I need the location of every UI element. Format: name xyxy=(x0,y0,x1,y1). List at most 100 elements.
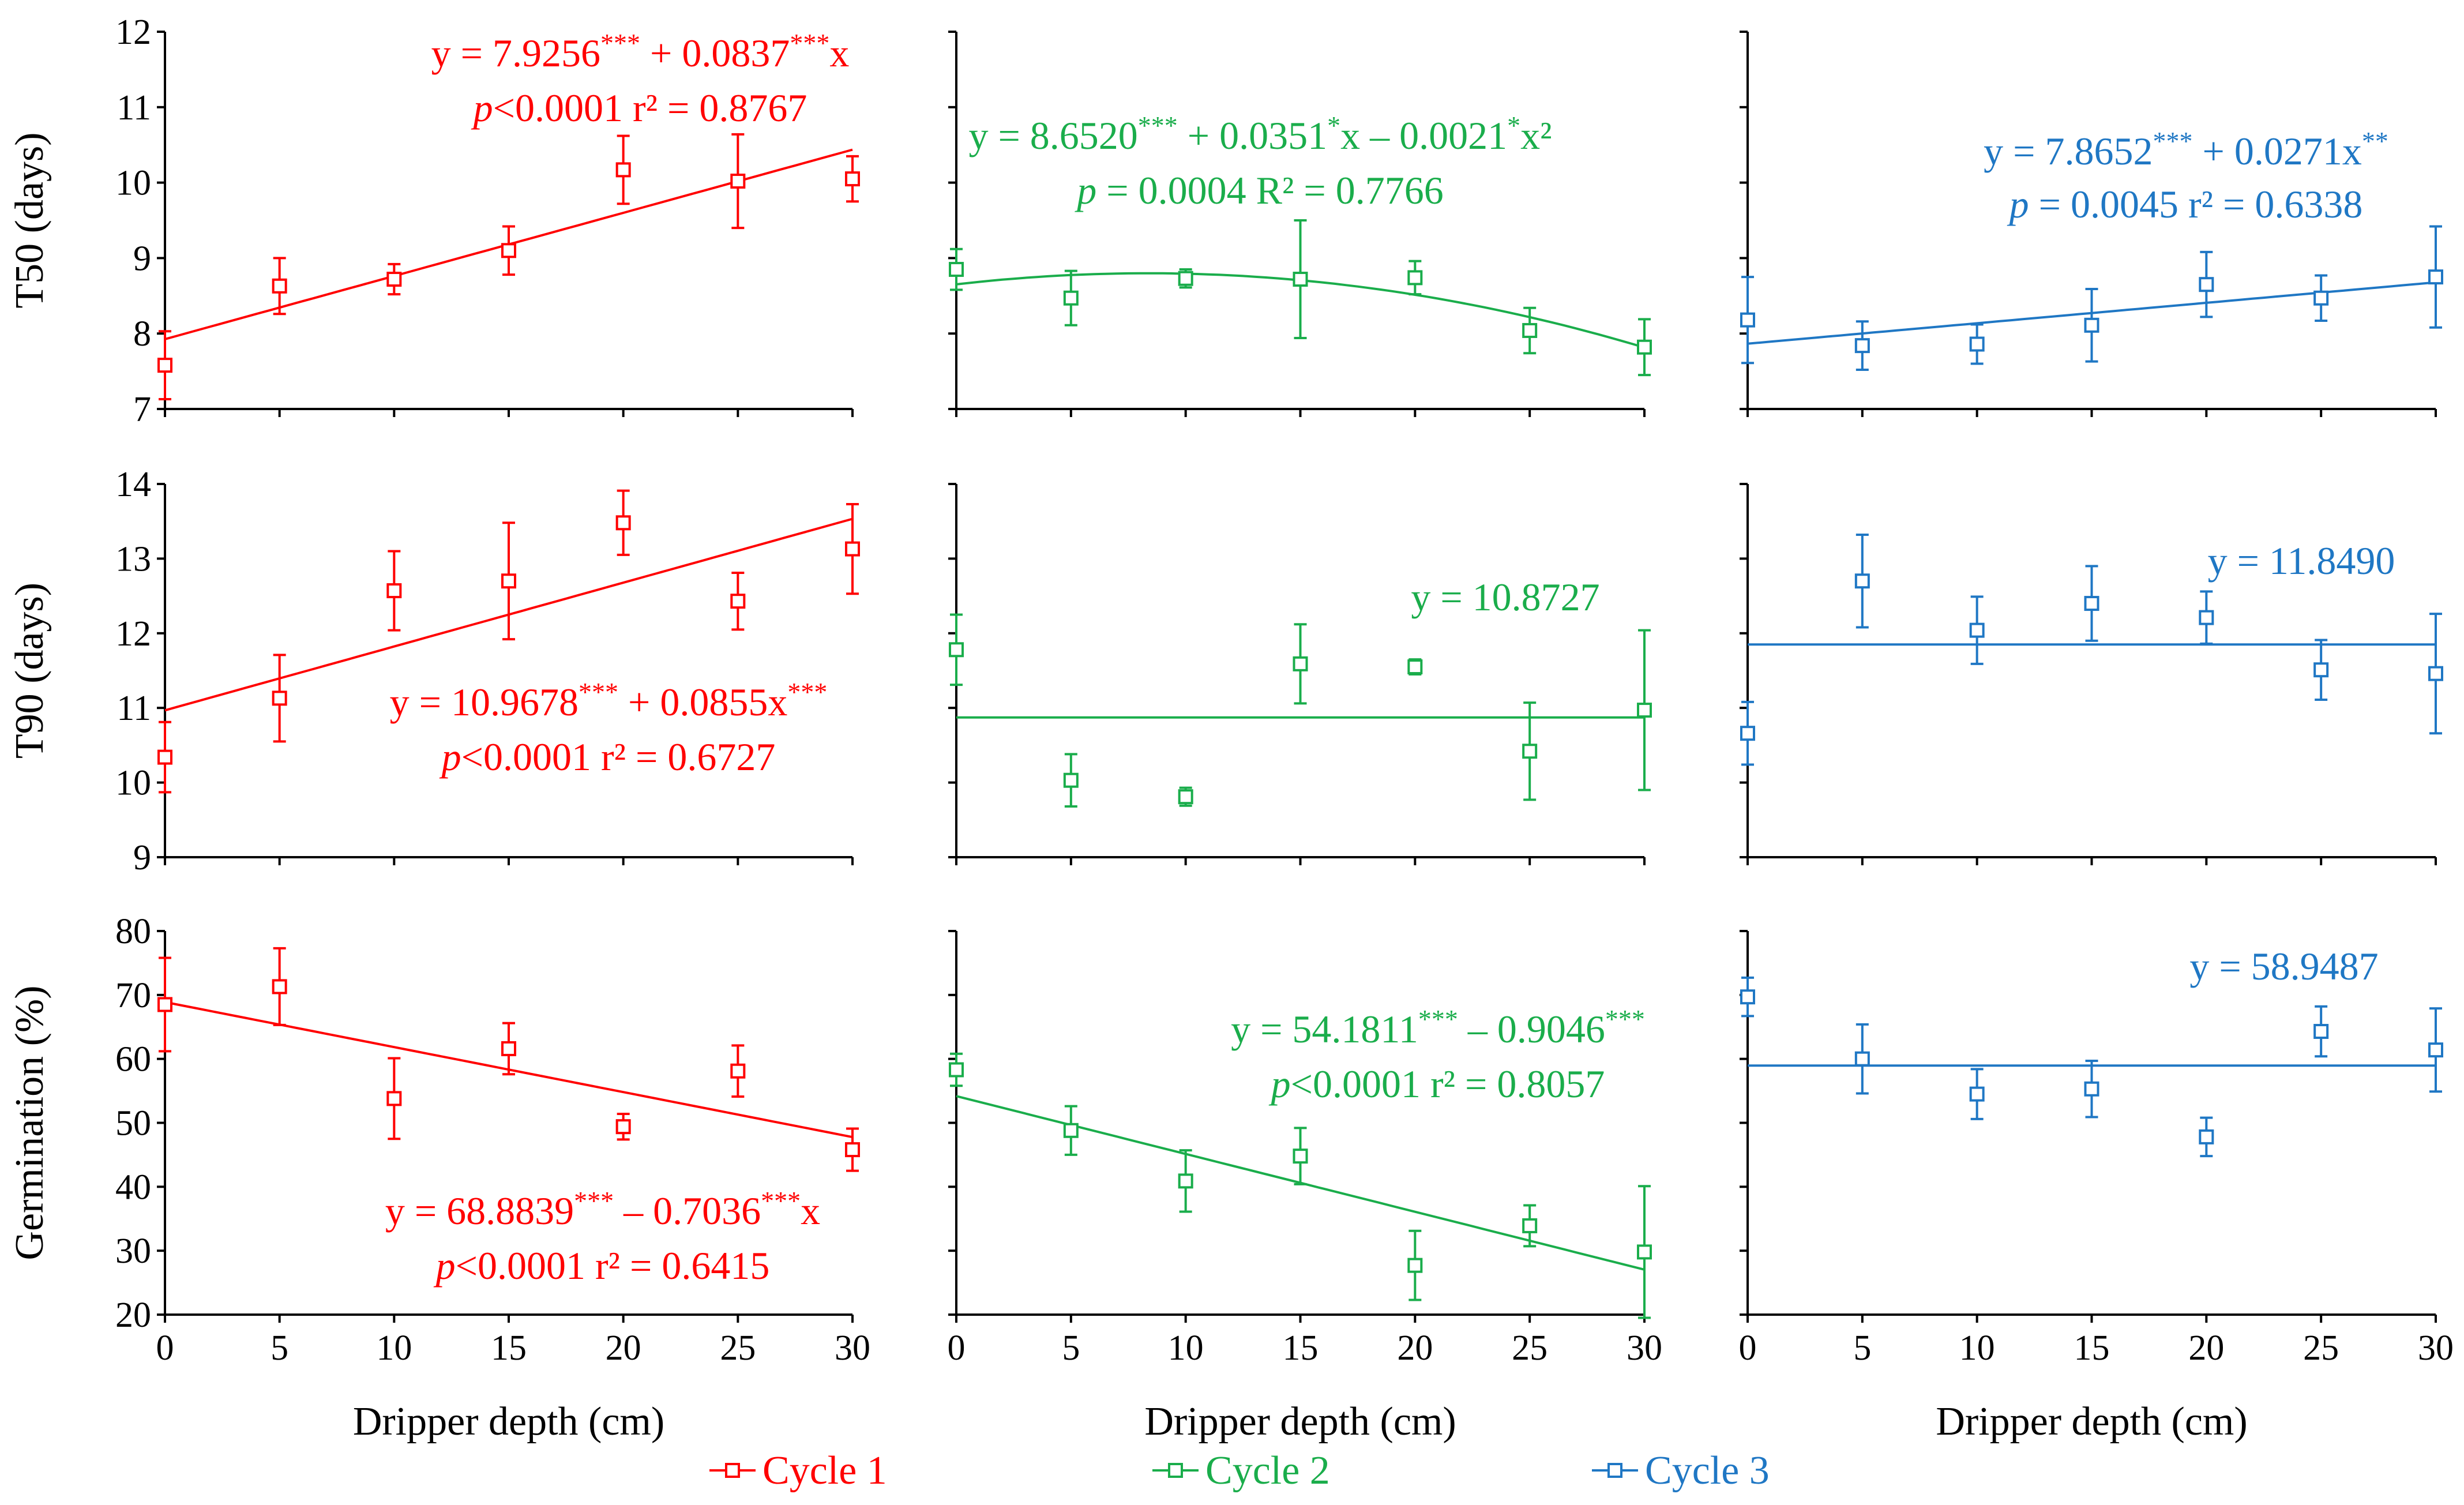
fit-equation: p<0.0001 r² = 0.6727 xyxy=(440,735,776,779)
x-tick-label: 10 xyxy=(1959,1328,1995,1368)
data-point xyxy=(2084,1081,2099,1097)
x-tick-label: 25 xyxy=(720,1328,756,1368)
panel-r1-c2: y = 11.8490 xyxy=(1740,483,2443,865)
data-point xyxy=(1969,336,1985,352)
data-point xyxy=(949,1062,964,1078)
fit-equation: y = 10.8727 xyxy=(1411,575,1599,619)
x-tick-label: 15 xyxy=(491,1328,527,1368)
y-tick-label: 50 xyxy=(115,1104,151,1143)
x-tick-label: 15 xyxy=(1283,1328,1319,1368)
fit-equation: y = 8.6520*** + 0.0351*x – 0.0021*x² xyxy=(968,111,1552,158)
x-tick-label: 20 xyxy=(2188,1328,2224,1368)
data-point xyxy=(730,1063,746,1079)
data-point xyxy=(1407,1258,1423,1273)
data-point xyxy=(1293,656,1308,671)
data-point xyxy=(2428,269,2443,285)
y-tick-label: 30 xyxy=(115,1232,151,1271)
data-point xyxy=(1637,1244,1652,1260)
x-tick-label: 10 xyxy=(376,1328,412,1368)
y-tick-label: 9 xyxy=(133,239,151,278)
panel-r2-c0: 20 30 40 50 60 70 80 0 5 10 15 20 25 30 Germination (%… xyxy=(7,912,870,1444)
legend-item-cycle-2: Cycle 2 xyxy=(1152,1448,1330,1493)
data-point xyxy=(845,171,860,187)
data-point xyxy=(1522,1218,1538,1233)
data-point xyxy=(386,583,402,599)
fit-equation: y = 68.8839*** – 0.7036***x xyxy=(385,1186,820,1233)
y-axis-label: Germination (%) xyxy=(7,985,52,1260)
data-point xyxy=(2428,666,2443,681)
data-point xyxy=(1522,322,1538,338)
legend-marker xyxy=(1607,1463,1622,1478)
data-point xyxy=(949,262,964,277)
data-point xyxy=(2428,1042,2443,1058)
data-point xyxy=(615,1119,631,1135)
panel-r1-c0: 9 10 11 12 13 14 T90 (days) y = 10.9678*** + 0.… xyxy=(7,465,860,877)
data-point xyxy=(1740,312,1755,328)
x-axis-label: Dripper depth (cm) xyxy=(353,1399,664,1444)
x-tick-label: 25 xyxy=(1512,1328,1547,1368)
data-point xyxy=(2199,277,2214,292)
data-point xyxy=(1854,338,1870,354)
legend-marker xyxy=(1168,1463,1183,1478)
fit-equation: y = 54.1811*** – 0.9046*** xyxy=(1231,1004,1645,1052)
x-tick-label: 30 xyxy=(2418,1328,2454,1368)
data-point xyxy=(615,515,631,531)
data-point xyxy=(2199,610,2214,625)
data-point xyxy=(272,690,287,706)
data-point xyxy=(501,573,516,589)
x-tick-label: 10 xyxy=(1168,1328,1204,1368)
fit-equation: p = 0.0004 R² = 0.7766 xyxy=(1075,168,1443,212)
data-point xyxy=(1854,573,1870,589)
data-point xyxy=(2313,662,2329,678)
legend-label: Cycle 3 xyxy=(1645,1448,1770,1493)
data-point xyxy=(1854,1051,1870,1067)
x-axis-label: Dripper depth (cm) xyxy=(1936,1399,2247,1444)
y-tick-label: 14 xyxy=(115,465,151,504)
fit-equation: p<0.0001 r² = 0.8057 xyxy=(1269,1062,1605,1106)
data-point xyxy=(1293,272,1308,287)
data-point xyxy=(1740,989,1755,1005)
data-point xyxy=(386,1091,402,1106)
fit-equation: y = 58.9487 xyxy=(2189,944,2378,988)
panel-r2-c2: 0 5 10 15 20 25 30 Dripper depth (cm) y = 58.948… xyxy=(1739,930,2454,1444)
y-tick-label: 70 xyxy=(115,976,151,1015)
x-axis-label: Dripper depth (cm) xyxy=(1144,1399,1456,1444)
data-point xyxy=(1522,744,1538,759)
panel-r0-c1: y = 8.6520*** + 0.0351*x – 0.0021*x² p = … xyxy=(948,31,1652,417)
fit-equation: y = 10.9678*** + 0.0855x*** xyxy=(390,677,828,725)
data-point xyxy=(845,1142,860,1158)
y-tick-label: 60 xyxy=(115,1040,151,1079)
fit-equation: p<0.0001 r² = 0.6415 xyxy=(434,1244,770,1288)
data-point xyxy=(1293,1149,1308,1164)
y-tick-label: 11 xyxy=(117,88,151,127)
x-tick-label: 25 xyxy=(2303,1328,2339,1368)
y-tick-label: 12 xyxy=(115,614,151,654)
data-point xyxy=(1969,622,1985,638)
x-tick-label: 5 xyxy=(1062,1328,1080,1368)
data-point xyxy=(272,278,287,294)
y-tick-label: 13 xyxy=(115,539,151,579)
fit-equation: p = 0.0045 r² = 0.6338 xyxy=(2007,182,2363,226)
x-tick-label: 0 xyxy=(156,1328,174,1368)
x-tick-label: 0 xyxy=(948,1328,966,1368)
x-tick-label: 20 xyxy=(606,1328,641,1368)
data-point xyxy=(386,272,402,287)
x-tick-label: 15 xyxy=(2074,1328,2110,1368)
y-tick-label: 7 xyxy=(133,390,151,429)
legend-item-cycle-1: Cycle 1 xyxy=(709,1448,887,1493)
y-axis-label: T50 (days) xyxy=(7,132,52,308)
y-tick-label: 80 xyxy=(115,912,151,951)
data-point xyxy=(1178,789,1193,805)
data-point xyxy=(2199,1129,2214,1144)
data-point xyxy=(1407,659,1423,675)
data-point xyxy=(501,1041,516,1056)
legend-marker xyxy=(725,1463,740,1478)
panel-r1-c1: y = 10.8727 xyxy=(948,483,1652,865)
y-tick-label: 10 xyxy=(115,764,151,803)
data-point xyxy=(1637,339,1652,355)
data-point xyxy=(157,358,172,373)
data-point xyxy=(949,642,964,658)
data-point xyxy=(272,979,287,994)
y-tick-label: 11 xyxy=(117,689,151,728)
